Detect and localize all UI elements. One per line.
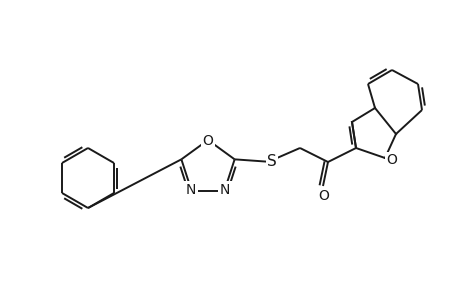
Text: O: O xyxy=(318,189,329,203)
Text: N: N xyxy=(185,183,196,197)
Text: S: S xyxy=(267,154,276,169)
Text: O: O xyxy=(386,153,397,167)
Text: N: N xyxy=(219,183,230,197)
Text: O: O xyxy=(202,134,213,148)
